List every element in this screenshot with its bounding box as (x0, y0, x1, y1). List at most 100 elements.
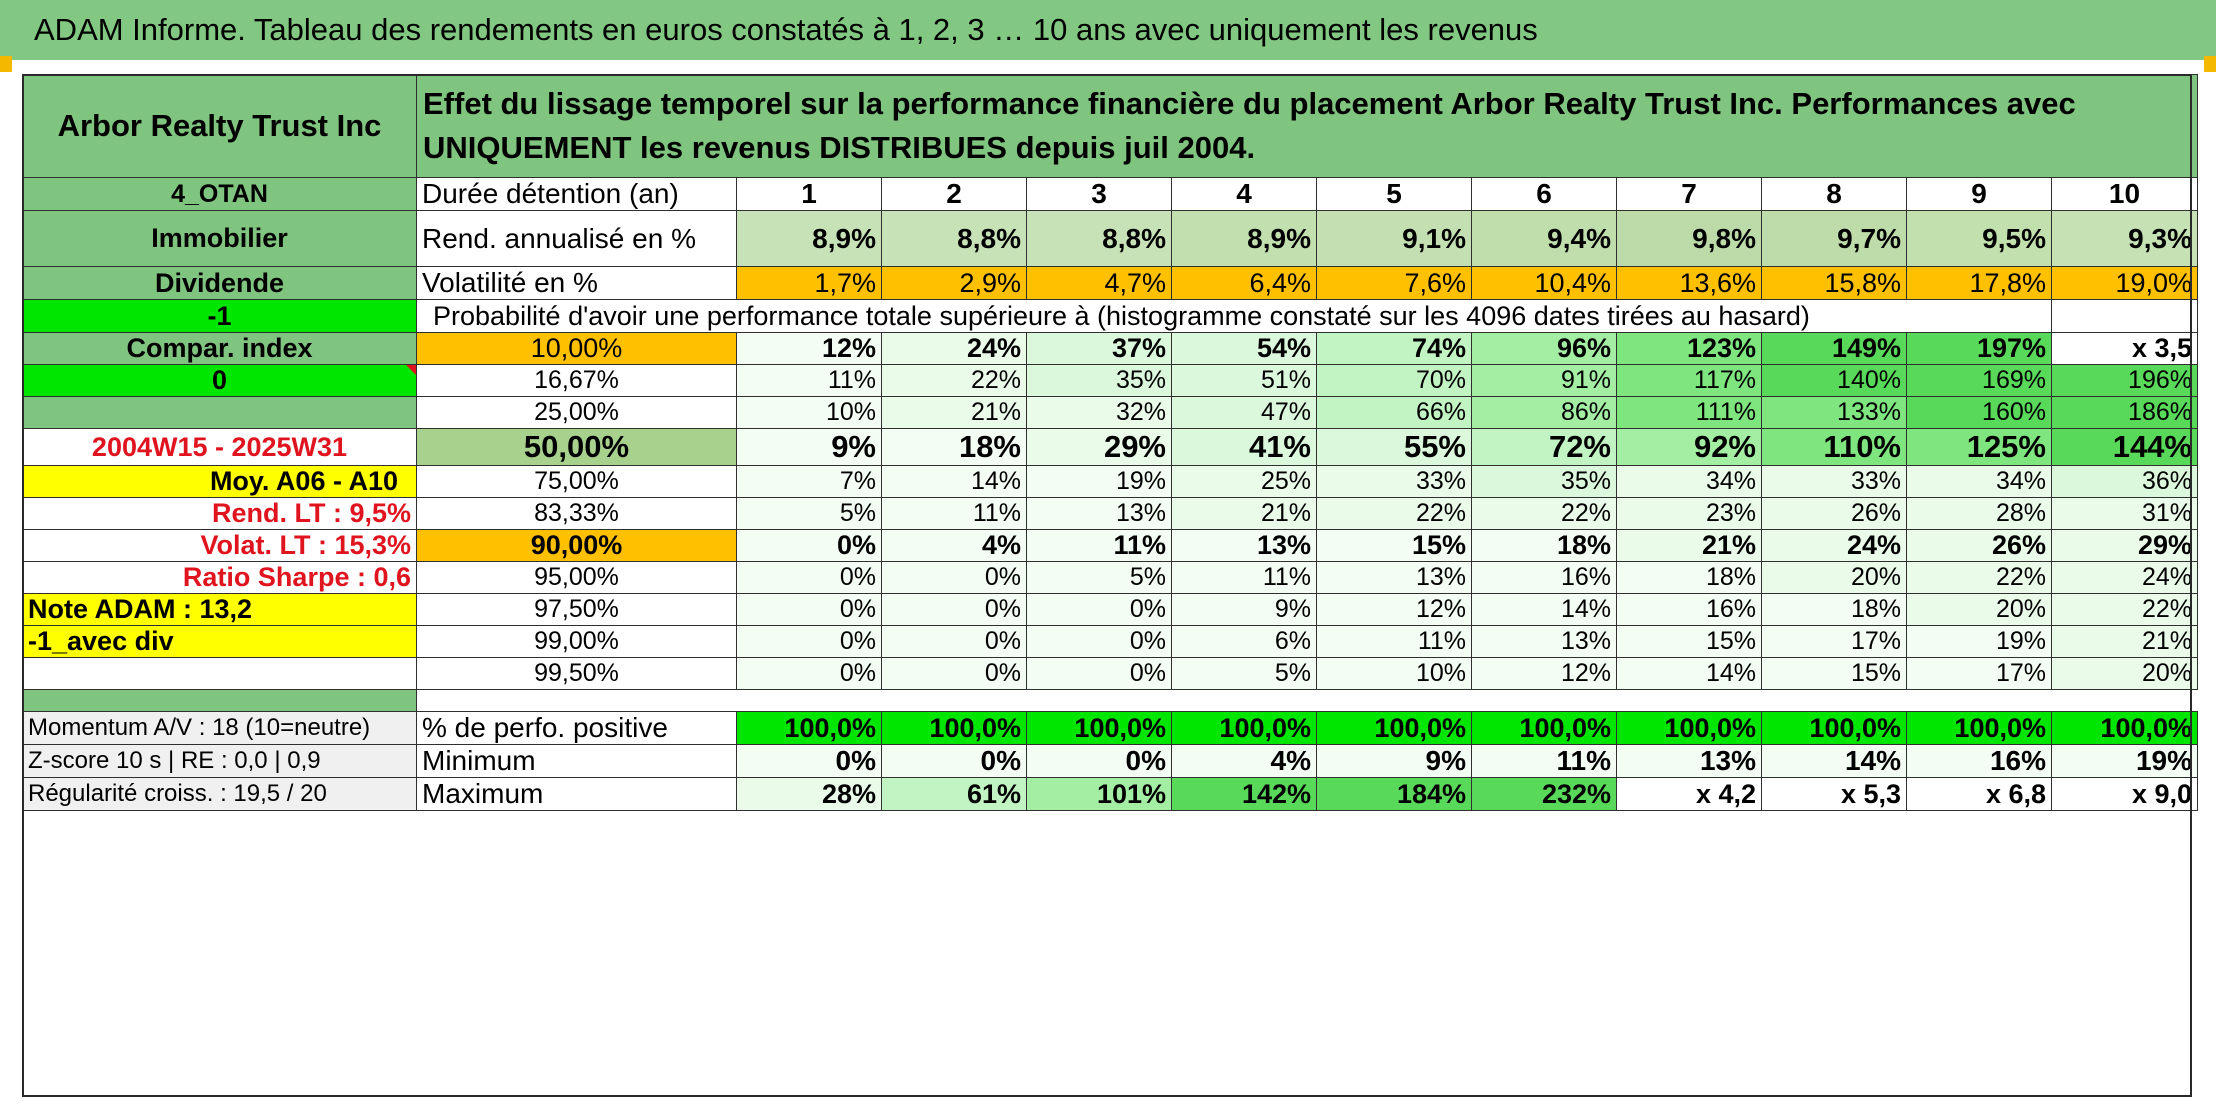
probability-row: 0 16,67% 11% 22% 35% 51% 70% 91% 117% 140% 169% 196… (22, 364, 2198, 397)
probability-row: Rend. LT : 9,5% 83,33% 5% 11% 13% 21% 22% 22% 23… (22, 497, 2198, 530)
performance-cell: 35% (1026, 364, 1172, 397)
performance-cell: 33% (1761, 465, 1907, 498)
footer-row: Momentum A/V : 18 (10=neutre)% de perfo.… (22, 711, 2198, 745)
performance-cell: 0% (1026, 593, 1172, 626)
performance-cell: 10% (736, 396, 882, 429)
percentile-label: 25,00% (416, 396, 737, 429)
footer-value-cell: x 5,3 (1761, 777, 1907, 811)
performance-cell: 18% (881, 428, 1027, 466)
performance-cell: 33% (1316, 465, 1472, 498)
footer-value-cell: 4% (1171, 744, 1317, 778)
performance-cell: 16% (1616, 593, 1762, 626)
probability-row: Compar. index 10,00% 12% 24% 37% 54% 74% 96% 123… (22, 332, 2198, 365)
footer-value-cell: 100,0% (1026, 711, 1172, 745)
footer-value-cell: 100,0% (1906, 711, 2052, 745)
performance-cell: 20% (1906, 593, 2052, 626)
performance-cell: 86% (1471, 396, 1617, 429)
performance-cell: 0% (736, 529, 882, 562)
performance-cell: 15% (1616, 625, 1762, 658)
volatility-cell: 6,4% (1171, 266, 1317, 300)
performance-cell: 32% (1026, 396, 1172, 429)
performance-cell: 0% (881, 657, 1027, 690)
percentile-label: 97,50% (416, 593, 737, 626)
performance-cell: 140% (1761, 364, 1907, 397)
performance-cell: 10% (1316, 657, 1472, 690)
percentile-label: 83,33% (416, 497, 737, 530)
percentile-label: 50,00% (416, 428, 737, 466)
performance-cell: 0% (736, 657, 882, 690)
adam-note: Note ADAM : 13,2 (22, 593, 417, 626)
footer-value-cell: 100,0% (1171, 711, 1317, 745)
variant-label: -1_avec div (22, 625, 417, 658)
footer-value-cell: 100,0% (1471, 711, 1617, 745)
performance-cell: 13% (1171, 529, 1317, 562)
footer-value-cell: 0% (1026, 744, 1172, 778)
footer-value-cell: 101% (1026, 777, 1172, 811)
long-term-return: Rend. LT : 9,5% (22, 497, 417, 530)
performance-cell: 15% (1761, 657, 1907, 690)
footer-value-cell: 232% (1471, 777, 1617, 811)
volatility-cell: 17,8% (1906, 266, 2052, 300)
performance-cell: 21% (881, 396, 1027, 429)
performance-cell: 18% (1761, 593, 1907, 626)
volatility-cell: 15,8% (1761, 266, 1907, 300)
sharpe-ratio: Ratio Sharpe : 0,6 (22, 561, 417, 594)
footer-value-cell: 100,0% (1761, 711, 1907, 745)
spacer-row (22, 689, 2198, 712)
performance-cell: 144% (2051, 428, 2198, 466)
percentile-label: 16,67% (416, 364, 737, 397)
probability-row: Volat. LT : 15,3% 90,00% 0% 4% 11% 13% 15% 18% 2… (22, 529, 2198, 562)
performance-cell: 17% (1761, 625, 1907, 658)
footer-value-cell: 100,0% (881, 711, 1027, 745)
annual-return-cell: 8,9% (1171, 210, 1317, 267)
performance-cell: 9% (736, 428, 882, 466)
footer-value-cell: 184% (1316, 777, 1472, 811)
durations-row: 4_OTAN Durée détention (an) 1 2 3 4 5 6 7 8 9 10 (22, 177, 2198, 211)
footer-value-cell: 11% (1471, 744, 1617, 778)
percentile-label: 10,00% (416, 332, 737, 365)
performance-cell: 24% (1761, 529, 1907, 562)
footer-value-cell: 61% (881, 777, 1027, 811)
performance-cell: 0% (736, 625, 882, 658)
footer-value-cell: 14% (1761, 744, 1907, 778)
footer-value-cell: 28% (736, 777, 882, 811)
footer-value-cell: 100,0% (1316, 711, 1472, 745)
footer-label: % de perfo. positive (416, 711, 737, 745)
performance-cell: 26% (1906, 529, 2052, 562)
performance-cell: 36% (2051, 465, 2198, 498)
performance-cell: 0% (1026, 657, 1172, 690)
corner-marker-left (0, 56, 12, 72)
percentile-label: 75,00% (416, 465, 737, 498)
performance-cell: 23% (1616, 497, 1762, 530)
flag-zero: 0 (22, 364, 417, 397)
probability-caption: Probabilité d'avoir une performance tota… (416, 299, 1907, 333)
footer-value-cell: x 4,2 (1616, 777, 1762, 811)
footer-value-cell: 100,0% (1616, 711, 1762, 745)
year-header: 1 (736, 177, 882, 211)
footer-value-cell: 13% (1616, 744, 1762, 778)
annual-return-cell: 9,7% (1761, 210, 1907, 267)
footer-value-cell: 9% (1316, 744, 1472, 778)
blank-cell (22, 657, 417, 690)
volatility-cell: 13,6% (1616, 266, 1762, 300)
performance-cell: 22% (1906, 561, 2052, 594)
performance-cell: 22% (881, 364, 1027, 397)
returns-label: Rend. annualisé en % (416, 210, 737, 267)
performance-cell: 22% (1316, 497, 1472, 530)
performance-cell: 74% (1316, 332, 1472, 365)
blank-label (22, 396, 417, 429)
performance-cell: 123% (1616, 332, 1762, 365)
footer-value-cell: 0% (736, 744, 882, 778)
performance-cell: 0% (881, 625, 1027, 658)
volatility-cell: 2,9% (881, 266, 1027, 300)
header-row: Arbor Realty Trust Inc Effet du lissage t… (22, 74, 2198, 178)
performance-cell: 21% (2051, 625, 2198, 658)
report-title: ADAM Informe. Tableau des rendements en … (0, 0, 2216, 60)
description: Effet du lissage temporel sur la perform… (416, 74, 2198, 178)
performance-cell: 117% (1616, 364, 1762, 397)
performance-cell: 51% (1171, 364, 1317, 397)
performance-cell: 19% (1906, 625, 2052, 658)
performance-cell: 24% (2051, 561, 2198, 594)
code-label: 4_OTAN (22, 177, 417, 211)
performance-cell: 92% (1616, 428, 1762, 466)
